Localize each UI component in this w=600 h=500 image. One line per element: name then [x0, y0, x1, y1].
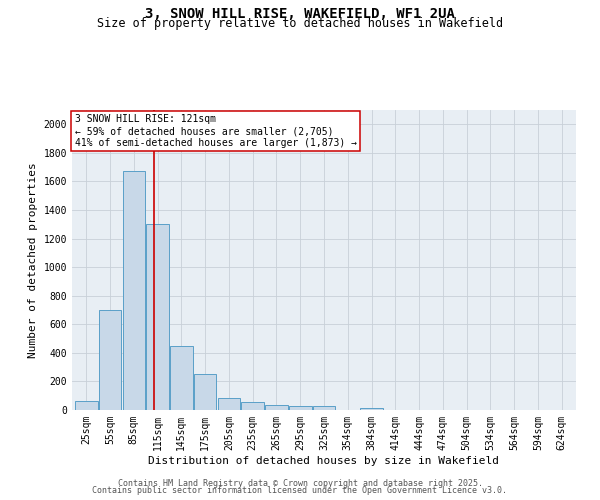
Bar [122, 172, 145, 410]
Text: 3, SNOW HILL RISE, WAKEFIELD, WF1 2UA: 3, SNOW HILL RISE, WAKEFIELD, WF1 2UA [145, 8, 455, 22]
Text: 3 SNOW HILL RISE: 121sqm
← 59% of detached houses are smaller (2,705)
41% of sem: 3 SNOW HILL RISE: 121sqm ← 59% of detach… [74, 114, 356, 148]
Bar [360, 408, 383, 410]
Text: Size of property relative to detached houses in Wakefield: Size of property relative to detached ho… [97, 18, 503, 30]
Bar [289, 406, 311, 410]
Bar [241, 402, 264, 410]
Text: Contains public sector information licensed under the Open Government Licence v3: Contains public sector information licen… [92, 486, 508, 495]
Bar [170, 346, 193, 410]
Bar [99, 310, 121, 410]
Bar [146, 224, 169, 410]
Y-axis label: Number of detached properties: Number of detached properties [28, 162, 38, 358]
Bar [75, 400, 98, 410]
X-axis label: Distribution of detached houses by size in Wakefield: Distribution of detached houses by size … [149, 456, 499, 466]
Bar [218, 398, 240, 410]
Bar [265, 405, 288, 410]
Text: Contains HM Land Registry data © Crown copyright and database right 2025.: Contains HM Land Registry data © Crown c… [118, 478, 482, 488]
Bar [194, 374, 217, 410]
Bar [313, 406, 335, 410]
